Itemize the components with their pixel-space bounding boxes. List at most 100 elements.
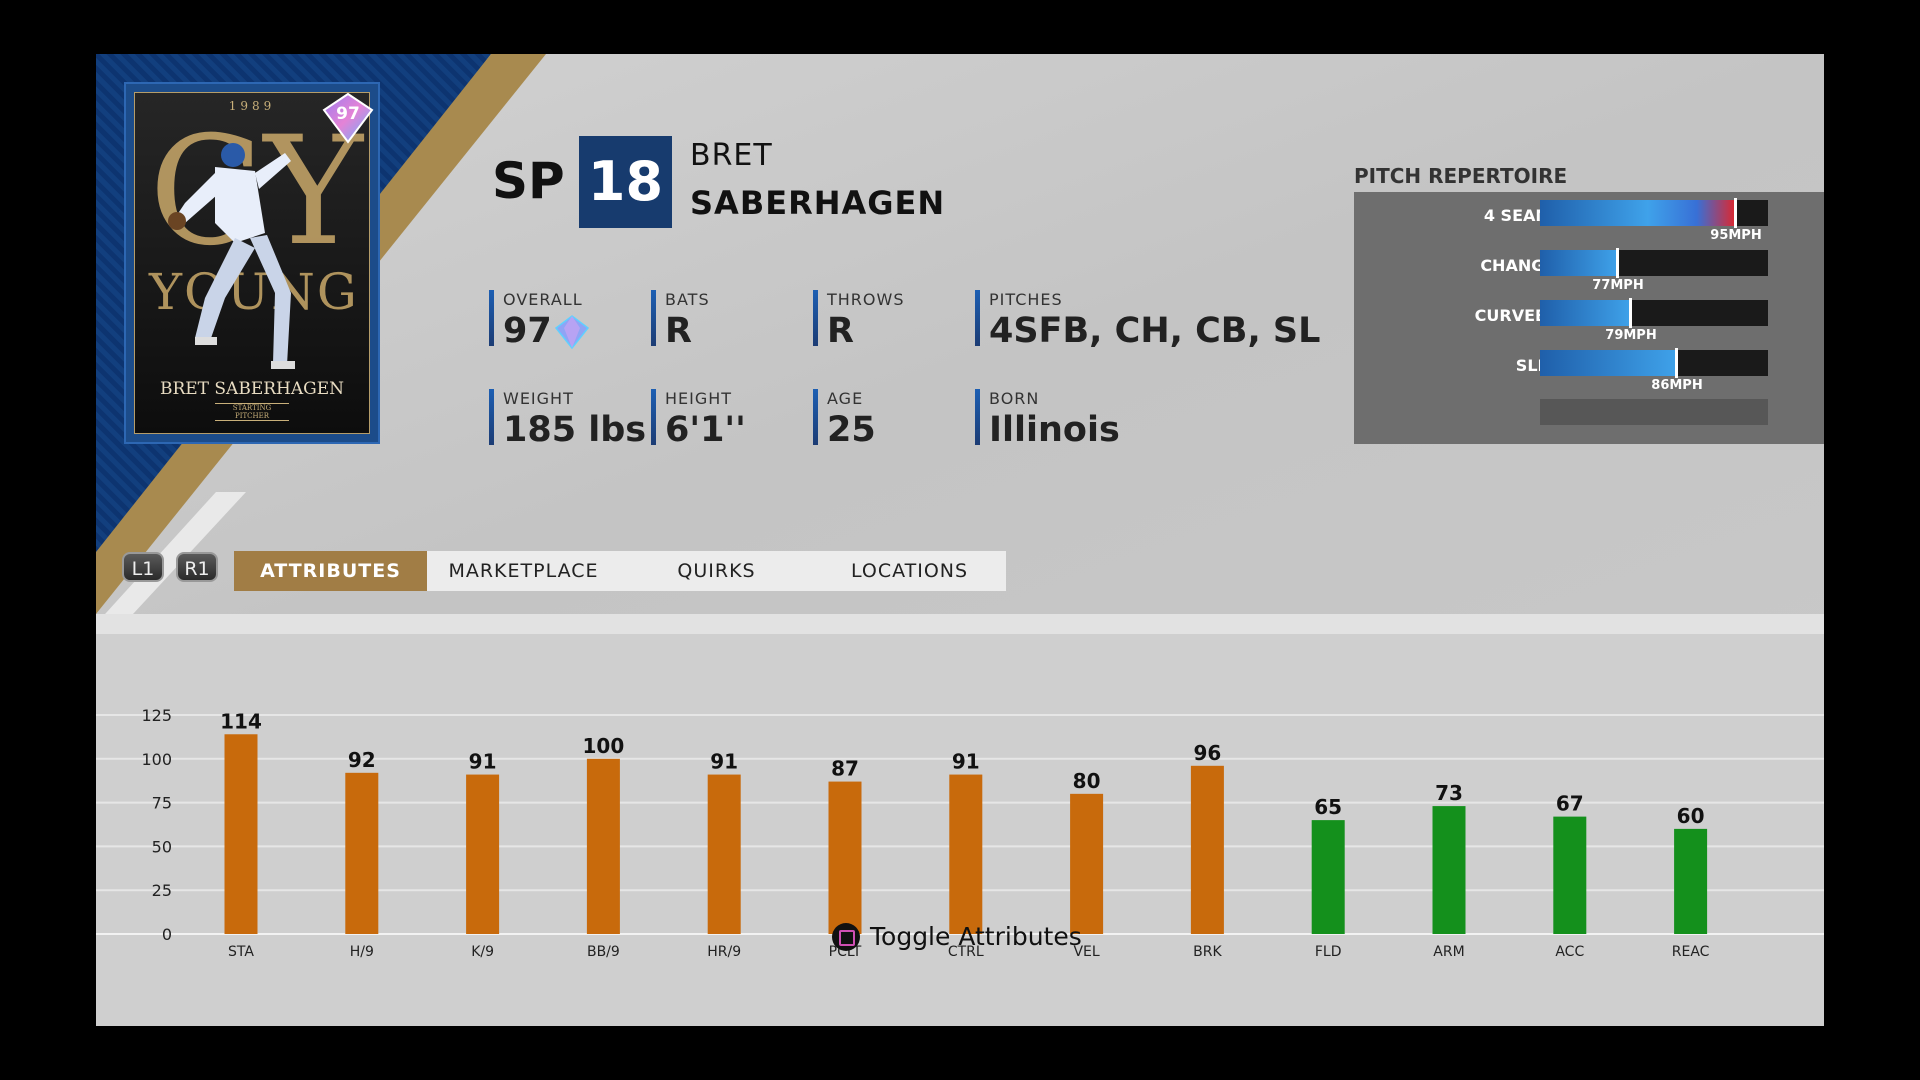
stat-label: OVERALL	[503, 290, 583, 309]
stat-value: Illinois	[989, 410, 1120, 450]
attribute-bar	[1553, 816, 1587, 934]
pitch-repertoire-title: PITCH REPERTOIRE	[1354, 164, 1568, 188]
stat-value: 6'1''	[665, 410, 746, 450]
card-player-name: BRET SABERHAGEN	[159, 379, 345, 399]
attribute-bar	[1432, 806, 1466, 934]
pitch-mph: 95MPH	[1710, 228, 1762, 243]
tab-quirks[interactable]: QUIRKS	[677, 560, 756, 582]
stat-value: 185 lbs	[503, 410, 647, 450]
attributes-bar-chart: 0 25 50 75 100 125 114 STA 92 H/9 91 K/9 100 BB/9 91 HR…	[96, 706, 1824, 960]
attribute-bar	[1674, 828, 1708, 934]
x-tick-label: REAC	[1672, 944, 1710, 960]
tab-locations[interactable]: LOCATIONS	[850, 560, 969, 582]
stat-label: BATS	[665, 290, 710, 309]
stat-bats: BATS R	[651, 290, 710, 351]
stat-value: 25	[827, 410, 876, 450]
pitch-mph: 86MPH	[1651, 378, 1703, 393]
x-tick-label: CTRL	[948, 944, 984, 960]
attribute-bar	[949, 774, 983, 934]
bar-value-label: 114	[220, 709, 262, 733]
pitch-repertoire-panel: 4 SEAM FB 95MPH CHANGEUP 77MPH CURVEBALL…	[1354, 192, 1824, 444]
card-series-bottom: YOUNG	[149, 263, 359, 321]
card-rating: 97	[336, 104, 360, 124]
stat-weight: WEIGHT 185 lbs	[489, 389, 646, 450]
chart-top-strip	[96, 614, 1824, 634]
attribute-bar	[1311, 820, 1345, 934]
stat-label: BORN	[989, 389, 1040, 408]
stat-value: 97	[503, 311, 552, 351]
player-card: CY YOUNG 1989 BRET SABERHAGEN STARTING P…	[124, 82, 380, 444]
player-position: SP	[492, 152, 565, 210]
x-tick-label: K/9	[471, 944, 494, 960]
x-tick-label: ARM	[1433, 944, 1464, 960]
stat-label: AGE	[827, 389, 864, 408]
x-tick-label: BRK	[1193, 944, 1222, 960]
y-tick-label: 50	[152, 837, 172, 856]
bar-value-label: 100	[583, 734, 625, 758]
pitch-mph: 77MPH	[1592, 278, 1644, 293]
pitcher-illustration	[168, 143, 295, 369]
y-tick-label: 75	[152, 794, 172, 813]
x-tick-label: STA	[228, 944, 254, 960]
x-tick-label: BB/9	[587, 944, 620, 960]
stat-value: R	[827, 311, 854, 351]
bar-value-label: 73	[1435, 781, 1463, 805]
bar-value-label: 87	[831, 757, 859, 781]
stat-value: R	[665, 311, 692, 351]
pitch-velocity-fill	[1540, 300, 1631, 326]
stat-label: THROWS	[827, 290, 905, 309]
stat-label: PITCHES	[989, 290, 1063, 309]
y-tick-label: 0	[162, 925, 172, 944]
stat-height: HEIGHT 6'1''	[651, 389, 746, 450]
attribute-bar	[345, 772, 379, 934]
pitch-velocity-marker	[1629, 298, 1632, 328]
tab-attributes[interactable]: ATTRIBUTES	[234, 551, 427, 591]
stat-pitches: PITCHES 4SFB, CH, CB, SL	[975, 290, 1320, 351]
attributes-chart-area: 0 25 50 75 100 125 114 STA 92 H/9 91 K/9 100 BB/9 91 HR…	[96, 634, 1824, 1026]
card-face: CY YOUNG 1989 BRET SABERHAGEN STARTING P…	[134, 92, 370, 434]
tab-marketplace[interactable]: MARKETPLACE	[448, 560, 599, 582]
attribute-bar	[828, 781, 862, 934]
r1-button[interactable]: R1	[176, 552, 218, 582]
pitch-velocity-bar	[1540, 198, 1768, 228]
toggle-attributes-button[interactable]: Toggle Attributes	[832, 922, 1082, 951]
attribute-bar	[224, 734, 258, 934]
stat-born: BORN Illinois	[975, 389, 1120, 450]
l1-button[interactable]: L1	[122, 552, 164, 582]
stat-overall: OVERALL 97	[489, 290, 590, 351]
stat-label: WEIGHT	[503, 389, 574, 408]
card-position-label: STARTING PITCHER	[215, 403, 289, 421]
stat-label: HEIGHT	[665, 389, 733, 408]
stat-value: 4SFB, CH, CB, SL	[989, 311, 1321, 351]
bar-value-label: 91	[710, 750, 738, 774]
x-tick-label: HR/9	[707, 944, 741, 960]
bar-value-label: 65	[1314, 795, 1342, 819]
pitch-velocity-marker	[1675, 348, 1678, 378]
attribute-bar	[466, 774, 500, 934]
player-screen: CY YOUNG 1989 BRET SABERHAGEN STARTING P…	[96, 54, 1824, 1026]
bar-value-label: 92	[348, 748, 376, 772]
x-tick-label: H/9	[350, 944, 374, 960]
bar-value-label: 80	[1073, 769, 1101, 793]
attribute-bar	[707, 774, 741, 934]
pitch-velocity-bar	[1540, 348, 1768, 378]
diamond-rating-icon	[322, 92, 374, 144]
pitch-velocity-marker	[1616, 248, 1619, 278]
stat-age: AGE 25	[813, 389, 876, 450]
bar-value-label: 96	[1193, 741, 1221, 765]
pitch-empty-slot	[1540, 399, 1768, 425]
pitch-velocity-fill	[1540, 350, 1677, 376]
card-year: 1989	[228, 99, 276, 113]
player-last-name: SABERHAGEN	[690, 184, 946, 222]
stat-throws: THROWS R	[813, 290, 905, 351]
pitch-velocity-bar	[1540, 248, 1768, 278]
player-number: 18	[579, 136, 672, 228]
x-tick-label: ACC	[1555, 944, 1584, 960]
tab-bar: ATTRIBUTES MARKETPLACE QUIRKS LOCATIONS	[234, 551, 1006, 591]
bar-value-label: 91	[469, 750, 497, 774]
attribute-bar	[1190, 765, 1224, 934]
bar-value-label: 60	[1677, 804, 1705, 828]
diamond-icon	[554, 315, 589, 350]
bar-value-label: 67	[1556, 792, 1584, 816]
y-tick-label: 25	[152, 881, 172, 900]
